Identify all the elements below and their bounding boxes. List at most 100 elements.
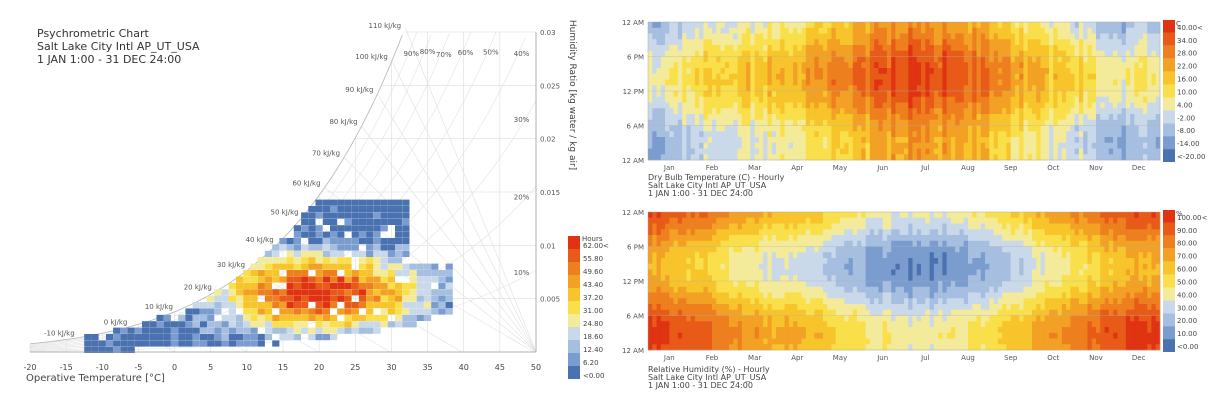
psy-hour-cell [323, 232, 330, 238]
heatmap-cell [1096, 114, 1101, 120]
heatmap-cell [887, 91, 892, 97]
heatmap-cell [1070, 137, 1075, 143]
heatmap-cell [759, 247, 764, 253]
heatmap-cell [657, 252, 662, 258]
heatmap-cell [703, 229, 708, 235]
psychrometric-chart: Psychrometric Chart Salt Lake City Intl … [23, 20, 609, 384]
heatmap-cell [819, 241, 824, 247]
heatmap-cell [776, 270, 781, 276]
psy-legend-label: <0.00 [583, 372, 604, 380]
heatmap-cell [674, 131, 679, 137]
heatmap-cell [857, 235, 862, 241]
psy-hour-cell [323, 283, 330, 289]
psy-hour-cell [395, 315, 402, 321]
heatmap-cell [819, 270, 824, 276]
psy-hour-cell [294, 315, 301, 321]
psy-hour-cell [344, 212, 351, 218]
heatmap-cell [793, 304, 798, 310]
heatmap-cell [908, 62, 913, 68]
heatmap-cell [767, 229, 772, 235]
heatmap-cell [716, 235, 721, 241]
heatmap-cell [785, 103, 790, 109]
heatmap-cell [814, 103, 819, 109]
heatmap-cell [844, 241, 849, 247]
psy-hour-cell [279, 328, 286, 334]
psy-legend-label: 43.40 [583, 281, 603, 289]
psy-hour-cell [330, 289, 337, 295]
heatmap-cell [866, 68, 871, 74]
heatmap-cell [823, 310, 828, 316]
heatmap-cell [831, 344, 836, 350]
heatmap-cell [793, 247, 798, 253]
heatmap-cell [703, 333, 708, 339]
heatmap-cell [738, 235, 743, 241]
psy-hour-cell [323, 238, 330, 244]
heatmap-cell [985, 85, 990, 91]
heatmap-cell [721, 34, 726, 40]
heatmap-cell [691, 39, 696, 45]
heatmap-cell [874, 235, 879, 241]
heatmap-cell [682, 51, 687, 57]
heatmap-cell [913, 39, 918, 45]
heatmap-cell [772, 316, 777, 322]
heatmap-cell [1036, 120, 1041, 126]
heatmap-cell [789, 321, 794, 327]
heatmap-cell [814, 97, 819, 103]
heatmap-y-tick: 6 PM [627, 54, 644, 62]
heatmap-cell [746, 103, 751, 109]
heatmap-cell [742, 258, 747, 264]
heatmap-cell [699, 333, 704, 339]
heatmap-legend-label: -14.00 [1177, 140, 1200, 148]
heatmap-cell [733, 131, 738, 137]
heatmap-cell [1147, 85, 1152, 91]
heatmap-cell [1045, 62, 1050, 68]
heatmap-cell [742, 45, 747, 51]
heatmap-cell [712, 247, 717, 253]
heatmap-cell [686, 212, 691, 218]
heatmap-cell [755, 333, 760, 339]
heatmap-cell [750, 235, 755, 241]
dry-bulb-title-line-3: 1 JAN 1:00 - 31 DEC 24:00 [648, 189, 753, 198]
heatmap-cell [729, 91, 734, 97]
psy-hour-cell [294, 302, 301, 308]
heatmap-cell [964, 68, 969, 74]
heatmap-cell [866, 85, 871, 91]
heatmap-cell [721, 321, 726, 327]
heatmap-cell [810, 264, 815, 270]
heatmap-cell [989, 34, 994, 40]
heatmap-cell [806, 91, 811, 97]
heatmap-cell [904, 45, 909, 51]
heatmap-cell [1113, 68, 1118, 74]
heatmap-legend-swatch [1163, 85, 1175, 98]
heatmap-cell [831, 97, 836, 103]
heatmap-cell [1011, 68, 1016, 74]
heatmap-cell [755, 252, 760, 258]
heatmap-cell [972, 51, 977, 57]
heatmap-cell [934, 154, 939, 160]
heatmap-cell [695, 97, 700, 103]
heatmap-legend-label: 40.00< [1177, 24, 1203, 32]
heatmap-cell [691, 143, 696, 149]
heatmap-cell [857, 316, 862, 322]
heatmap-cell [1006, 137, 1011, 143]
heatmap-cell [853, 287, 858, 293]
heatmap-cell [849, 80, 854, 86]
psy-hour-cell [330, 244, 337, 250]
psy-hour-cell [128, 328, 135, 334]
psy-cells [84, 200, 453, 353]
heatmap-cell [657, 298, 662, 304]
heatmap-cell [767, 126, 772, 132]
heatmap-cell [831, 339, 836, 345]
heatmap-cell [959, 108, 964, 114]
heatmap-cell [853, 327, 858, 333]
heatmap-cell [908, 57, 913, 63]
heatmap-cell [742, 344, 747, 350]
heatmap-cell [686, 91, 691, 97]
heatmap-cell [716, 258, 721, 264]
heatmap-cell [827, 298, 832, 304]
heatmap-cell [1049, 28, 1054, 34]
heatmap-cell [955, 28, 960, 34]
heatmap-cell [861, 45, 866, 51]
heatmap-cell [755, 108, 760, 114]
psy-hour-cell [330, 302, 337, 308]
